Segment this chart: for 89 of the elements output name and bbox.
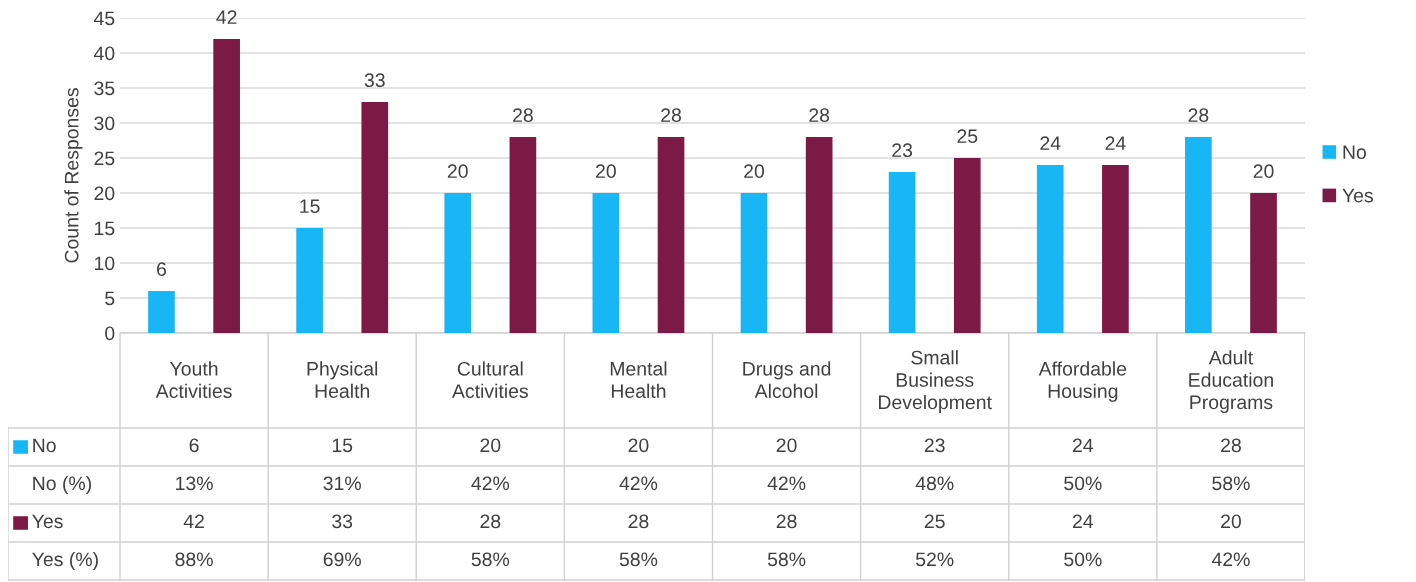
text: 20 — [776, 438, 797, 453]
text: Yes — [32, 514, 63, 529]
text: 69% — [323, 552, 361, 567]
text: 23 — [924, 438, 945, 453]
y-tick-label: 45 — [93, 11, 115, 26]
legend-label: Yes — [1342, 188, 1373, 203]
text: 42% — [767, 476, 806, 491]
text: 6 — [189, 438, 199, 453]
text: 24 — [1072, 438, 1094, 453]
text: 25 — [924, 514, 945, 529]
x-tick-label: Youth Activities — [155, 361, 232, 399]
text: 13% — [176, 476, 213, 491]
text: 31% — [323, 476, 361, 491]
text: 42% — [471, 476, 510, 491]
data-label: 42 — [216, 10, 237, 24]
text: 58% — [1212, 476, 1250, 491]
data-label: 25 — [957, 129, 978, 144]
bar — [1102, 165, 1129, 333]
text: 42 — [183, 514, 204, 529]
data-label: 24 — [1105, 136, 1126, 150]
text: 48% — [915, 476, 954, 491]
data-label: 28 — [513, 108, 533, 123]
text: 20 — [1221, 514, 1241, 529]
x-tick-label: Physical Health — [307, 361, 378, 399]
bar — [953, 158, 981, 333]
bar — [1185, 137, 1212, 333]
text: 58% — [471, 552, 510, 567]
bar — [296, 228, 323, 333]
bar — [213, 39, 240, 333]
data-label: 20 — [447, 164, 468, 179]
data-label: 28 — [1188, 108, 1209, 123]
bar — [888, 172, 916, 333]
data-label: 33 — [364, 73, 385, 88]
data-label: 28 — [809, 108, 830, 123]
text: 50% — [1064, 552, 1102, 567]
text: 28 — [1221, 438, 1241, 453]
bar — [444, 193, 472, 333]
y-axis-title: Count of Responses — [64, 88, 83, 263]
data-label: 15 — [300, 199, 320, 214]
bar — [361, 102, 389, 333]
text: 88% — [175, 552, 213, 567]
text: 20 — [628, 438, 649, 453]
x-tick-label: Adult Education Programs — [1189, 350, 1273, 414]
y-tick-label: 15 — [95, 221, 115, 236]
y-tick-label: 40 — [93, 46, 115, 61]
text: 28 — [776, 514, 797, 529]
y-tick-label: 30 — [94, 116, 115, 131]
data-label: 24 — [1040, 136, 1061, 150]
data-label: 20 — [744, 164, 765, 179]
x-tick-label: Drugs and Alcohol — [743, 361, 831, 399]
text: 28 — [628, 514, 649, 529]
text: 33 — [332, 514, 353, 529]
legend-label: No — [1343, 145, 1366, 160]
text: 28 — [480, 514, 501, 529]
text: 52% — [916, 552, 954, 567]
text: 42% — [1211, 552, 1250, 567]
text: No — [33, 438, 56, 453]
bar — [148, 291, 175, 333]
bar — [740, 193, 768, 333]
data-label: 20 — [1253, 164, 1274, 179]
bar — [509, 137, 537, 333]
text: No (%) — [33, 475, 91, 495]
text: 20 — [480, 438, 501, 453]
text: 58% — [767, 552, 806, 567]
text: 15 — [332, 438, 353, 453]
text: 50% — [1064, 476, 1102, 491]
y-tick-label: 10 — [95, 256, 115, 271]
data-label: 23 — [892, 143, 913, 158]
x-tick-label: Cultural Activities — [451, 361, 528, 399]
bar — [1036, 165, 1064, 333]
y-tick-label: 25 — [94, 151, 115, 166]
text: 58% — [619, 552, 658, 567]
bar — [657, 137, 685, 333]
bar — [805, 137, 833, 333]
y-tick-label: 20 — [94, 186, 115, 201]
x-tick-label: Small Business Development — [879, 350, 992, 414]
text: 42% — [619, 476, 658, 491]
bar — [1250, 193, 1277, 333]
x-tick-label: Mental Health — [610, 361, 667, 399]
data-label: 20 — [596, 164, 616, 179]
y-tick-label: 35 — [94, 81, 115, 96]
y-tick-label: 5 — [105, 291, 115, 306]
data-label: 6 — [157, 262, 167, 277]
bar — [592, 193, 620, 333]
text: Yes (%) — [32, 551, 98, 571]
y-tick-label: 0 — [105, 326, 115, 341]
data-label: 28 — [661, 108, 681, 123]
x-tick-label: Affordable Housing — [1038, 361, 1127, 402]
text: 24 — [1072, 514, 1094, 529]
